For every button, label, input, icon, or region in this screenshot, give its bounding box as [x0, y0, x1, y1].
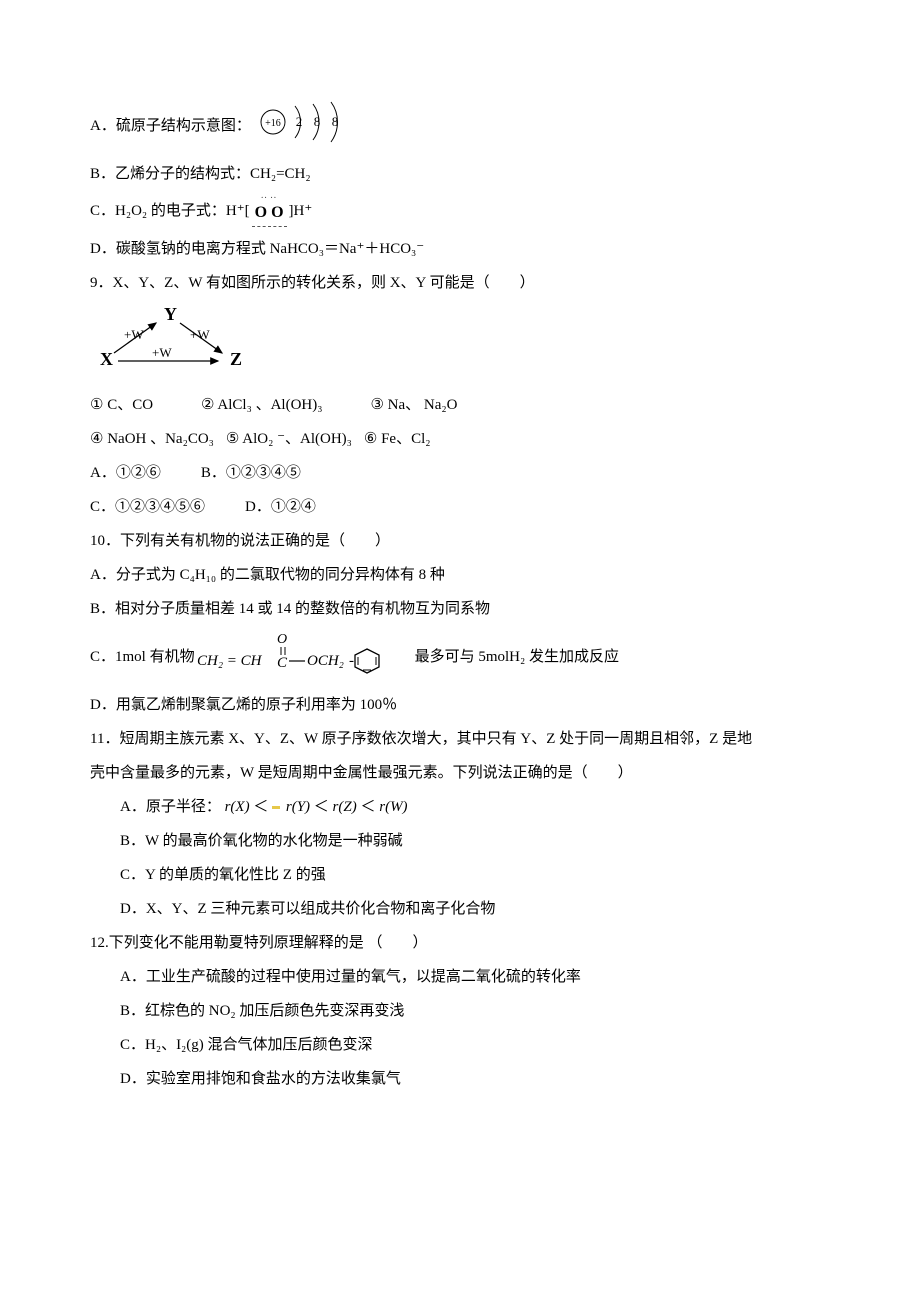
- q10-option-c: C．1mol 有机物 CH₂ = CH O C OCH₂ - 最多可与 5mol…: [90, 631, 830, 683]
- q10-option-d: D．用氯乙烯制聚氯乙烯的原子利用率为 100％: [90, 693, 830, 717]
- q11-option-c: C．Y 的单质的氧化性比 Z 的强: [90, 863, 830, 887]
- q11-stem-line2: 壳中含量最多的元素，W 是短周期中金属性最强元素。下列说法正确的是（ ）: [90, 761, 830, 785]
- q11-option-b: B．W 的最高价氧化物的水化物是一种弱碱: [90, 829, 830, 853]
- q8-optC-prefix: C．H₂O₂ 的电子式：H⁺[: [90, 199, 250, 223]
- q9-options-cd: C．①②③④⑤⑥ D．①②④: [90, 495, 830, 519]
- svg-text:-: -: [349, 653, 354, 669]
- q10-option-a: A．分子式为 C₄H₁₀ 的二氯取代物的同分异构体有 8 种: [90, 563, 830, 587]
- q12-option-c: C．H₂、I₂(g) 混合气体加压后颜色变深: [90, 1033, 830, 1057]
- electron-structure: ·· ·· O O: [252, 196, 287, 227]
- q10-stem: 10．下列有关有机物的说法正确的是（ ）: [90, 529, 830, 553]
- q12-option-d: D．实验室用排饱和食盐水的方法收集氯气: [90, 1067, 830, 1091]
- shell-3: 8: [332, 114, 339, 129]
- node-y: Y: [164, 305, 177, 324]
- q8-option-d: D．碳酸氢钠的电离方程式 NaHCO₃＝Na⁺＋HCO₃⁻: [90, 237, 830, 261]
- q10-optC-suffix: 最多可与 5molH₂ 发生加成反应: [415, 645, 619, 669]
- svg-text:OCH₂: OCH₂: [307, 653, 344, 669]
- q11-option-d: D．X、Y、Z 三种元素可以组成共价化合物和离子化合物: [90, 897, 830, 921]
- nucleus-label: +16: [265, 118, 281, 129]
- edge-label-3: +W: [152, 345, 172, 360]
- q11-stem-line1: 11．短周期主族元素 X、Y、Z、W 原子序数依次增大，其中只有 Y、Z 处于同…: [90, 727, 830, 751]
- q12-stem: 12.下列变化不能用勒夏特列原理解释的是 （ ）: [90, 931, 830, 955]
- highlight-mark: [272, 806, 280, 809]
- q11-option-a: A．原子半径： r(X) ＜ r(Y) ＜ r(Z) ＜ r(W): [90, 795, 830, 819]
- q8-optA-text: A．硫原子结构示意图：: [90, 114, 251, 138]
- q8-option-c: C．H₂O₂ 的电子式：H⁺[ ·· ·· O O ]H⁺: [90, 196, 830, 227]
- edge-label-1: +W: [124, 327, 144, 342]
- q8-optC-suffix: ]H⁺: [289, 199, 313, 223]
- edge-label-2: +W: [190, 327, 210, 342]
- shell-2: 8: [314, 114, 321, 129]
- q8-option-a: A．硫原子结构示意图： +16 2 8 8: [90, 100, 830, 152]
- q12-option-a: A．工业生产硫酸的过程中使用过量的氧气，以提高二氧化硫的转化率: [90, 965, 830, 989]
- svg-text:CH₂ = CH: CH₂ = CH: [197, 653, 263, 669]
- svg-text:O: O: [277, 632, 287, 647]
- shell-1: 2: [296, 114, 303, 129]
- node-z: Z: [230, 349, 242, 369]
- q9-stem: 9．X、Y、Z、W 有如图所示的转化关系，则 X、Y 可能是（ ）: [90, 271, 830, 295]
- q9-triangle-diagram: X Y Z +W +W +W: [90, 305, 830, 383]
- atom-structure-diagram: +16 2 8 8: [255, 100, 365, 152]
- q8-option-b: B．乙烯分子的结构式：CH₂=CH₂: [90, 162, 830, 186]
- q9-choices-row2: ④ NaOH 、Na₂CO₃ ⑤ AlO₂ ⁻、Al(OH)₃ ⑥ Fe、Cl₂: [90, 427, 830, 451]
- node-x: X: [100, 349, 113, 369]
- q12-option-b: B．红棕色的 NO₂ 加压后颜色先变深再变浅: [90, 999, 830, 1023]
- svg-text:C: C: [277, 655, 288, 671]
- organic-molecule-diagram: CH₂ = CH O C OCH₂ -: [195, 631, 415, 683]
- q9-options-ab: A．①②⑥ B．①②③④⑤: [90, 461, 830, 485]
- q10-optC-prefix: C．1mol 有机物: [90, 645, 195, 669]
- q10-option-b: B．相对分子质量相差 14 或 14 的整数倍的有机物互为同系物: [90, 597, 830, 621]
- q9-choices-row1: ① C、CO ② AlCl₃ 、Al(OH)₃ ③ Na、 Na₂O: [90, 393, 830, 417]
